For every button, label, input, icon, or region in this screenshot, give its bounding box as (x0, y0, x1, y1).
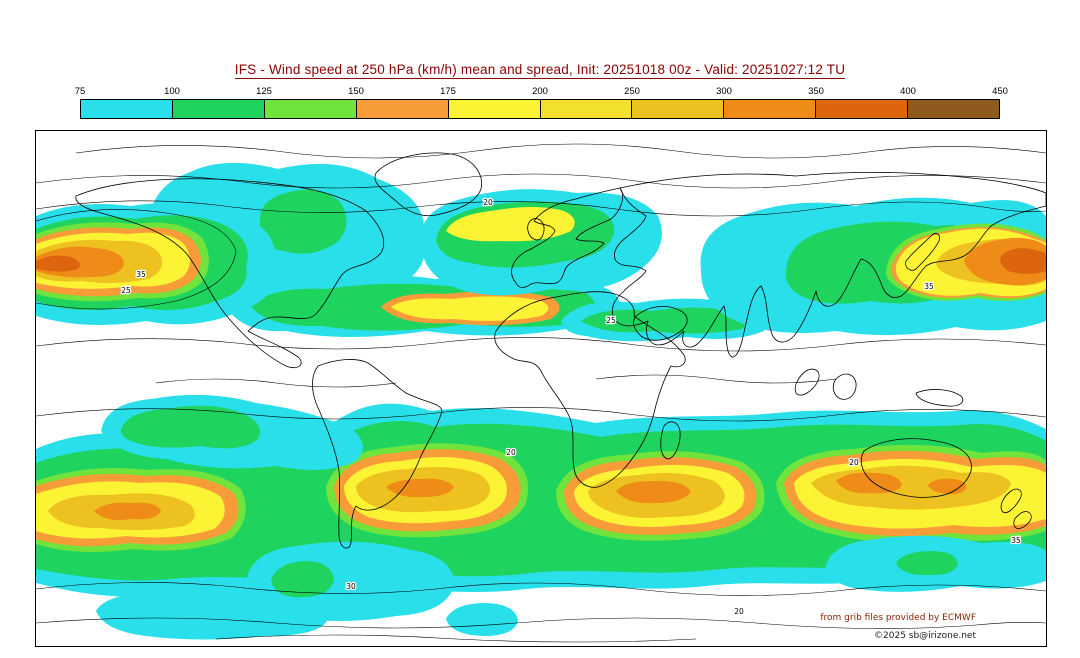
coastline-new-zealand (1000, 488, 1032, 529)
colorbar-tick-label: 125 (256, 86, 272, 97)
copyright-text: ©2025 sb@irizone.net (874, 631, 976, 641)
chart-title-text: IFS - Wind speed at 250 hPa (km/h) mean … (234, 62, 846, 79)
wind-region-darkorange (836, 472, 902, 494)
wind-region-yellow (391, 296, 549, 321)
colorbar-cell (81, 100, 172, 118)
world-map: 35 25 20 25 35 20 20 35 30 20 from grib … (36, 143, 1046, 643)
spread-contour-line (36, 617, 1046, 629)
colorbar-tick-label: 150 (348, 86, 364, 97)
coastline-british-isles (527, 218, 545, 241)
colorbar-tick-label: 200 (532, 86, 548, 97)
colorbar-cell (631, 100, 724, 118)
data-source-credit: from grib files provided by ECMWF (820, 613, 976, 623)
contour-label: 25 (121, 286, 131, 295)
wind-region-cyan (96, 590, 328, 640)
coastline-south-america (312, 359, 443, 549)
wind-region-yellow (446, 207, 575, 242)
contour-label: 30 (346, 582, 356, 591)
spread-contour-line (36, 173, 1046, 189)
colorbar-cells (80, 99, 1000, 119)
contour-label: 20 (483, 198, 493, 207)
contour-label: 35 (924, 282, 934, 291)
coastline-japan (905, 233, 940, 271)
wind-region-green (271, 561, 334, 598)
coastline-arabia (633, 306, 688, 341)
coastline-madagascar (660, 421, 681, 460)
contour-label: 35 (1011, 536, 1021, 545)
colorbar-tick-label: 350 (808, 86, 824, 97)
spread-contour-line (36, 337, 1046, 352)
spread-contours (36, 143, 1046, 643)
wind-region-red-orange (36, 255, 80, 272)
colorbar-tick-label: 450 (992, 86, 1008, 97)
coastline-borneo (832, 373, 857, 400)
spread-contour-line (595, 374, 837, 384)
colorbar-cell (447, 100, 540, 118)
colorbar-tick-label: 175 (440, 86, 456, 97)
spread-contour-line (36, 200, 1046, 217)
chart-title: IFS - Wind speed at 250 hPa (km/h) mean … (0, 62, 1080, 79)
wind-region-cyan (446, 603, 518, 636)
colorbar-cell (263, 100, 356, 118)
wind-region-darkorange (386, 478, 454, 498)
spread-contour-line (75, 143, 1046, 159)
spread-contour-line (36, 407, 1046, 422)
colorbar-cell (355, 100, 448, 118)
contour-label: 25 (606, 316, 616, 325)
wind-region-green (120, 405, 260, 449)
coastline-north-america (75, 178, 385, 369)
wind-region-red-orange (1000, 248, 1046, 274)
wind-region-green (581, 307, 748, 334)
colorbar-cell (539, 100, 632, 118)
colorbar-tick-label: 75 (74, 86, 86, 97)
coastline-asia (611, 172, 1046, 358)
colorbar-cell (815, 100, 908, 118)
colorbar-cell (907, 100, 1000, 118)
spread-contour-line (36, 582, 1046, 596)
map-credits: from grib files provided by ECMWF ©2025 … (820, 613, 976, 641)
colorbar-cell (723, 100, 816, 118)
coastline-sumatra (794, 368, 820, 396)
wind-region-darkorange (94, 502, 161, 520)
colorbar-tick-label: 400 (900, 86, 916, 97)
wind-region-darkorange (616, 480, 691, 504)
coastline-new-guinea (915, 389, 964, 407)
colorbar-tick-label: 100 (164, 86, 180, 97)
coastline-europe (511, 187, 623, 288)
wind-region-darkorange (928, 478, 967, 495)
colorbar-tick-label: 250 (624, 86, 640, 97)
spread-contour-line (215, 634, 697, 643)
contour-labels: 35 25 20 25 35 20 20 35 30 20 (120, 197, 1022, 618)
spread-contour-line (36, 209, 237, 310)
colorbar-tick-label: 300 (716, 86, 732, 97)
colorbar-ticks: 75 100 125 150 175 200 250 300 350 400 450 (75, 86, 1008, 99)
world-map-panel: 35 25 20 25 35 20 20 35 30 20 from grib … (35, 130, 1047, 647)
wind-speed-field (36, 162, 1046, 640)
contour-label: 20 (734, 607, 744, 616)
colorbar: 75 100 125 150 175 200 250 300 350 400 450 (75, 86, 1008, 119)
wind-region-green (259, 189, 347, 254)
coastline-australia (860, 438, 972, 498)
contour-label: 35 (136, 270, 146, 279)
spread-contour-line (155, 378, 397, 388)
contour-label: 20 (506, 448, 516, 457)
wind-region-green (896, 551, 958, 576)
coastline-africa (494, 291, 686, 488)
colorbar-cell (171, 100, 264, 118)
contour-label: 20 (849, 458, 859, 467)
